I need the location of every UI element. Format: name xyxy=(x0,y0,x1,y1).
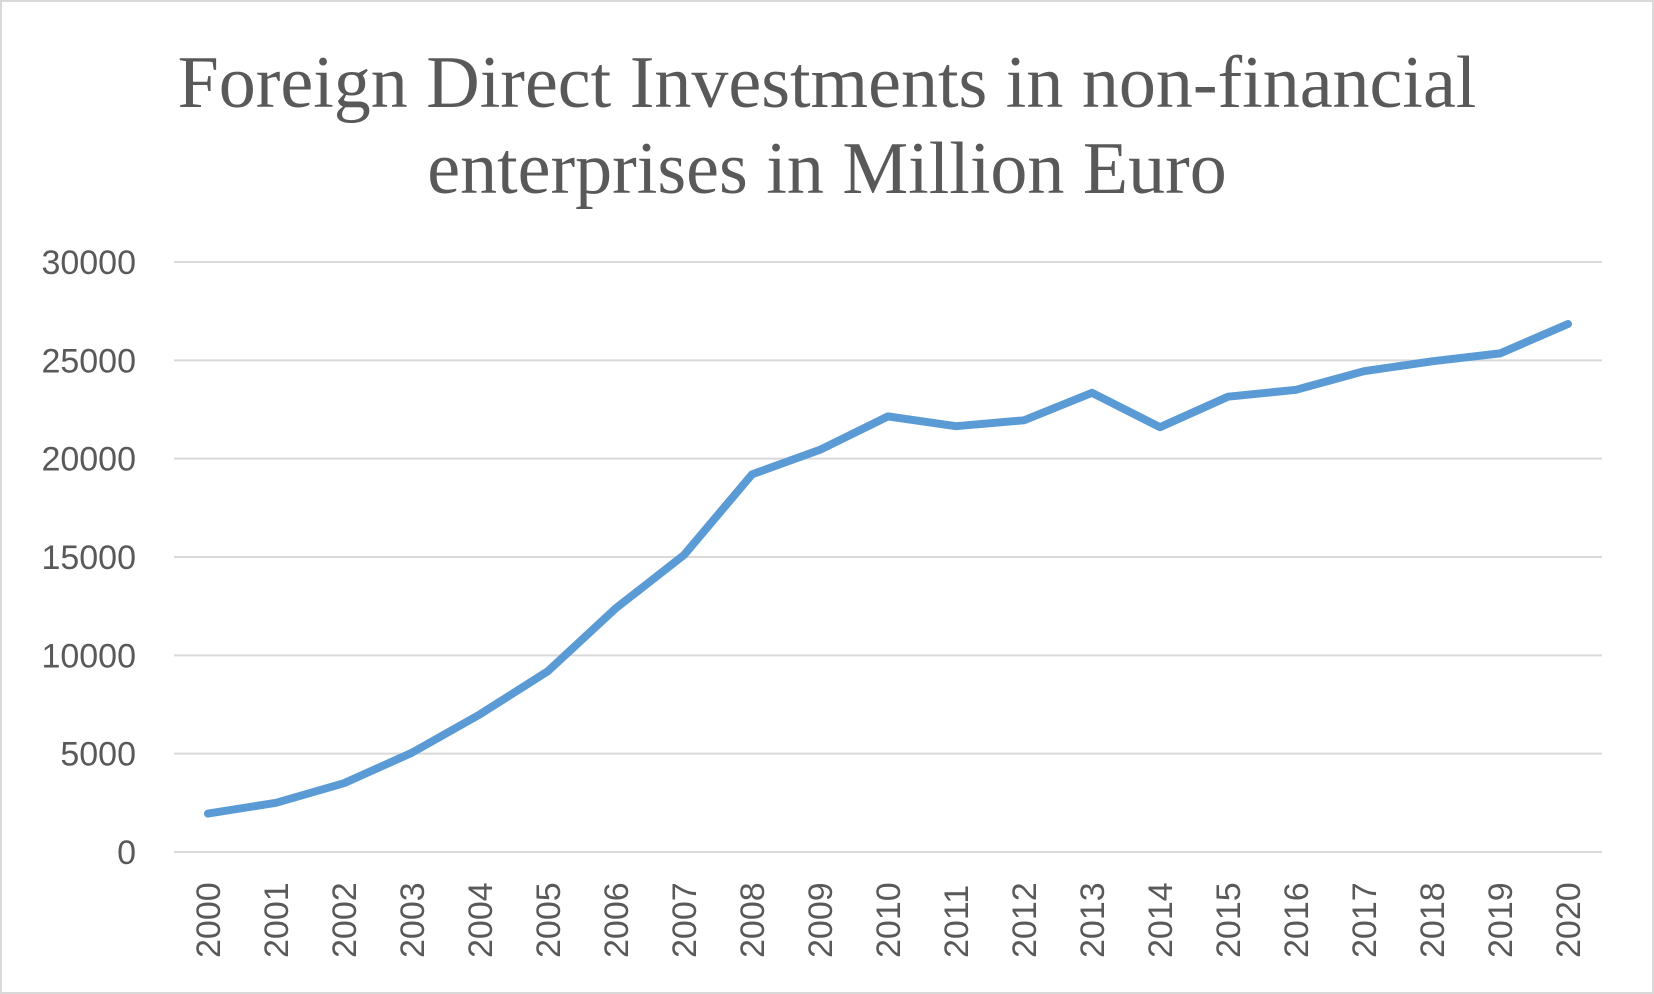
x-tick-label: 2018 xyxy=(1414,882,1452,958)
x-tick-label: 2016 xyxy=(1278,882,1316,958)
y-tick-label: 15000 xyxy=(41,539,136,577)
x-tick-label: 2019 xyxy=(1482,882,1520,958)
chart-title-line-2: enterprises in Million Euro xyxy=(427,128,1227,210)
x-tick-label: 2005 xyxy=(530,882,568,958)
y-tick-label: 0 xyxy=(117,834,136,872)
y-tick-label: 20000 xyxy=(41,441,136,479)
chart-title-line-1: Foreign Direct Investments in non-financ… xyxy=(177,42,1477,124)
y-tick-label: 10000 xyxy=(41,637,136,675)
y-tick-label: 25000 xyxy=(41,342,136,380)
x-tick-label: 2002 xyxy=(326,882,364,958)
x-tick-label: 2013 xyxy=(1074,882,1112,958)
x-tick-label: 2009 xyxy=(802,882,840,958)
y-tick-label: 5000 xyxy=(60,736,136,774)
x-tick-label: 2001 xyxy=(258,882,296,958)
x-tick-label: 2012 xyxy=(1006,882,1044,958)
y-tick-label: 30000 xyxy=(41,244,136,282)
series-line xyxy=(204,320,1572,818)
x-tick-label: 2007 xyxy=(666,882,704,958)
x-tick-label: 2010 xyxy=(870,882,908,958)
x-tick-label: 2014 xyxy=(1142,882,1180,958)
x-tick-label: 2008 xyxy=(734,882,772,958)
chart-title: Foreign Direct Investments in non-financ… xyxy=(2,40,1652,212)
x-tick-label: 2004 xyxy=(462,882,500,958)
x-tick-label: 2003 xyxy=(394,882,432,958)
x-tick-label: 2020 xyxy=(1550,882,1588,958)
x-tick-label: 2006 xyxy=(598,882,636,958)
x-tick-label: 2000 xyxy=(190,882,228,958)
x-tick-label: 2015 xyxy=(1210,882,1248,958)
x-tick-label: 2017 xyxy=(1346,882,1384,958)
x-tick-label: 2011 xyxy=(938,885,976,958)
